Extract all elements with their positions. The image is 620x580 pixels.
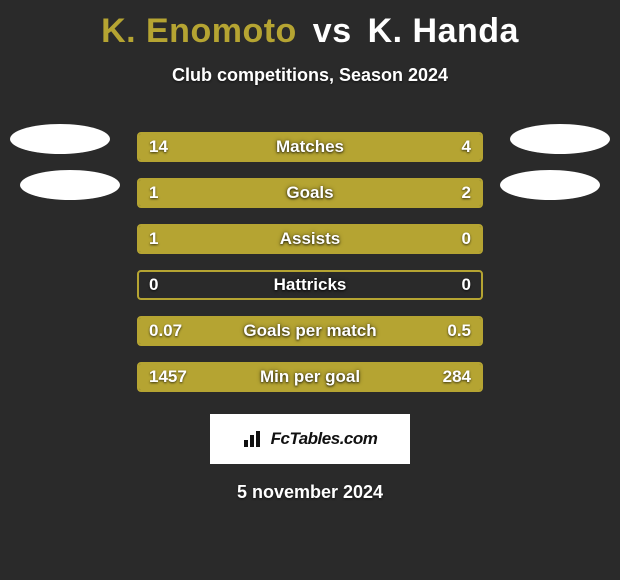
stat-label: Matches	[139, 137, 481, 157]
stat-row: 144Matches	[0, 124, 620, 170]
stat-label: Assists	[139, 229, 481, 249]
bars-icon	[243, 430, 265, 448]
stat-row: 10Assists	[0, 216, 620, 262]
stat-label: Min per goal	[139, 367, 481, 387]
subtitle: Club competitions, Season 2024	[0, 65, 620, 86]
stat-label: Hattricks	[139, 275, 481, 295]
stat-bar: 144Matches	[137, 132, 483, 162]
vs-text: vs	[313, 12, 352, 50]
stat-bar: 0.070.5Goals per match	[137, 316, 483, 346]
stat-label: Goals per match	[139, 321, 481, 341]
stat-bar: 1457284Min per goal	[137, 362, 483, 392]
stat-row: 12Goals	[0, 170, 620, 216]
page-title: K. Enomoto vs K. Handa	[0, 0, 620, 51]
footer-date: 5 november 2024	[0, 482, 620, 503]
stat-rows: 144Matches 12Goals 10Assists 00Hattricks 0.0…	[0, 124, 620, 400]
stat-row: 0.070.5Goals per match	[0, 308, 620, 354]
comparison-content: 144Matches 12Goals 10Assists 00Hattricks 0.0…	[0, 124, 620, 400]
stat-bar: 00Hattricks	[137, 270, 483, 300]
stat-row: 1457284Min per goal	[0, 354, 620, 400]
player-right-name: K. Handa	[368, 12, 519, 50]
logo-text: FcTables.com	[271, 429, 378, 449]
stat-label: Goals	[139, 183, 481, 203]
stat-row: 00Hattricks	[0, 262, 620, 308]
stat-bar: 10Assists	[137, 224, 483, 254]
player-left-name: K. Enomoto	[101, 12, 297, 50]
site-logo: FcTables.com	[210, 414, 410, 464]
stat-bar: 12Goals	[137, 178, 483, 208]
